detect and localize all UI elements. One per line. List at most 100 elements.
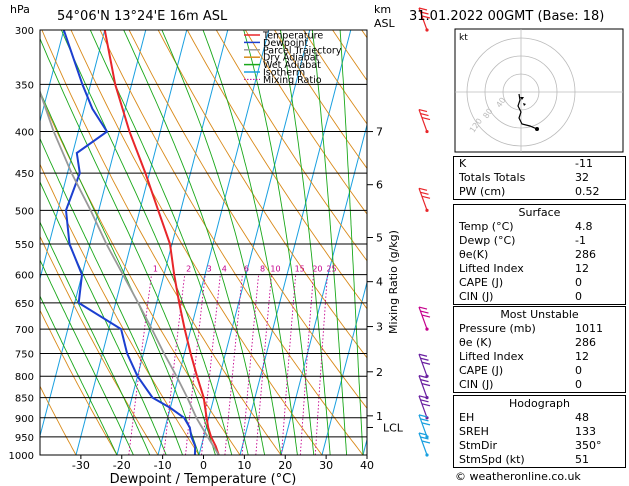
index-value: 0.52 xyxy=(575,185,600,198)
x-axis-label: Dewpoint / Temperature (°C) xyxy=(110,472,297,486)
surface-box: Surface Temp (°C) 4.8 Dewp (°C) -1 θe(K) 286 L… xyxy=(453,204,626,305)
most-unstable-value: 1011 xyxy=(575,322,603,335)
surface-label: Lifted Index xyxy=(459,262,524,275)
temperature-tick-label: 20 xyxy=(278,459,292,472)
mixing-ratio-line xyxy=(201,274,221,455)
dry-adiabat-line xyxy=(274,30,367,170)
most-unstable-label: Lifted Index xyxy=(459,350,524,363)
most-unstable-row: θe (K) 286 xyxy=(454,336,625,350)
wind-barb-icon xyxy=(418,187,431,212)
mixing-ratio-label: 8 xyxy=(260,265,265,274)
hodograph-unit-label: kt xyxy=(459,33,468,43)
mixing-ratio-line xyxy=(255,274,272,455)
index-row: K -11 xyxy=(454,157,625,171)
isotherm-line xyxy=(40,30,147,438)
hodograph-params-title: Hodograph xyxy=(509,397,570,410)
most-unstable-row: CAPE (J) 0 xyxy=(454,364,625,378)
pressure-unit-label: hPa xyxy=(10,3,30,16)
surface-row: CIN (J) 0 xyxy=(454,290,625,304)
index-value: 32 xyxy=(575,171,589,184)
pressure-tick-label: 750 xyxy=(15,349,34,360)
surface-label: CAPE (J) xyxy=(459,276,504,289)
km-tick-label: 4 xyxy=(376,276,383,289)
hodograph-param-row: EH 48 xyxy=(454,411,625,425)
mixing-ratio-line xyxy=(185,274,206,455)
dry-adiabat-line xyxy=(215,30,367,262)
dry-adiabat-line xyxy=(99,30,364,455)
wet-adiabat-line xyxy=(339,30,364,455)
most-unstable-label: Pressure (mb) xyxy=(459,322,536,335)
wet-adiabat-line xyxy=(311,30,348,455)
surface-value: -1 xyxy=(575,234,586,247)
mixing-ratio-line xyxy=(299,274,314,455)
km-tick-label: 5 xyxy=(376,231,383,244)
mixing-ratio-line xyxy=(241,274,260,455)
pressure-tick-label: 700 xyxy=(15,325,34,336)
isotherm-line xyxy=(239,30,352,455)
index-value: -11 xyxy=(575,157,593,170)
most-unstable-label: CIN (J) xyxy=(459,378,494,391)
km-unit-label: km xyxy=(374,3,391,16)
surface-title: Surface xyxy=(518,206,561,219)
wind-barb-icon xyxy=(418,353,431,378)
pressure-tick-label: 500 xyxy=(15,206,34,217)
mixing-ratio-label: 10 xyxy=(270,265,280,274)
pressure-tick-label: 350 xyxy=(15,80,34,91)
wind-barb-icon xyxy=(418,7,431,32)
isotherm-line xyxy=(280,123,367,455)
pressure-tick-label: 850 xyxy=(15,394,34,405)
km-tick-label: 1 xyxy=(376,410,383,423)
index-row: Totals Totals 32 xyxy=(454,171,625,185)
km-tick-label: 2 xyxy=(376,366,383,379)
mixing-ratio-line xyxy=(224,274,243,455)
dry-adiabat-line xyxy=(40,309,118,455)
asl-unit-label: ASL xyxy=(374,17,396,30)
indices-box: K -11 Totals Totals 32 PW (cm) 0.52 xyxy=(453,156,626,200)
hodograph-param-label: StmDir xyxy=(459,439,498,452)
hodograph-param-label: EH xyxy=(459,411,475,424)
hodograph-param-row: StmSpd (kt) 51 xyxy=(454,453,625,467)
hodograph-params-box: Hodograph EH 48 SREH 133 StmDir 350° StmSpd (k… xyxy=(453,395,626,468)
mixing-ratio-line xyxy=(281,274,297,455)
hodograph-ring xyxy=(502,73,540,111)
surface-label: Dewp (°C) xyxy=(459,234,516,247)
most-unstable-label: CAPE (J) xyxy=(459,364,504,377)
temperature-tick-label: 0 xyxy=(200,459,207,472)
temperature-tick-label: 10 xyxy=(237,459,251,472)
km-tick-label: 3 xyxy=(376,321,383,334)
pressure-tick-label: 800 xyxy=(15,372,34,383)
wind-barb-icon xyxy=(418,108,431,134)
hodograph-param-value: 51 xyxy=(575,453,589,466)
mixing-ratio-axis-label: Mixing Ratio (g/kg) xyxy=(387,230,400,334)
datetime-title: 31.01.2022 00GMT (Base: 18) xyxy=(409,9,604,24)
most-unstable-row: CIN (J) 0 xyxy=(454,378,625,392)
surface-label: Temp (°C) xyxy=(459,220,514,233)
temperature-tick-label: 40 xyxy=(360,459,374,472)
most-unstable-label: θe (K) xyxy=(459,336,492,349)
legend-label: Isotherm xyxy=(263,68,305,79)
isotherm-line xyxy=(75,30,188,455)
surface-value: 0 xyxy=(575,290,582,303)
surface-value: 12 xyxy=(575,262,589,275)
hodograph-param-value: 133 xyxy=(575,425,596,438)
mixing-ratio-label: 25 xyxy=(326,265,336,274)
pressure-tick-label: 900 xyxy=(15,414,34,425)
hodograph-param-label: SREH xyxy=(459,425,489,438)
hodograph-ring xyxy=(484,55,558,129)
surface-value: 0 xyxy=(575,276,582,289)
most-unstable-value: 0 xyxy=(575,378,582,391)
index-label: PW (cm) xyxy=(459,185,506,198)
pressure-tick-label: 300 xyxy=(15,26,34,37)
mixing-ratio-label: 6 xyxy=(244,265,249,274)
most-unstable-value: 0 xyxy=(575,364,582,377)
credit-text: © weatheronline.co.uk xyxy=(455,470,581,483)
surface-label: θe(K) xyxy=(459,248,489,261)
pressure-tick-label: 1000 xyxy=(9,451,34,462)
legend-label: Mixing Ratio xyxy=(263,75,322,86)
legend-label: Temperature xyxy=(262,31,323,42)
surface-row: CAPE (J) 0 xyxy=(454,276,625,290)
mixing-ratio-label: 20 xyxy=(312,265,322,274)
mixing-ratio-label: 3 xyxy=(207,265,212,274)
plot-frame xyxy=(39,29,368,456)
pressure-tick-label: 400 xyxy=(15,128,34,139)
